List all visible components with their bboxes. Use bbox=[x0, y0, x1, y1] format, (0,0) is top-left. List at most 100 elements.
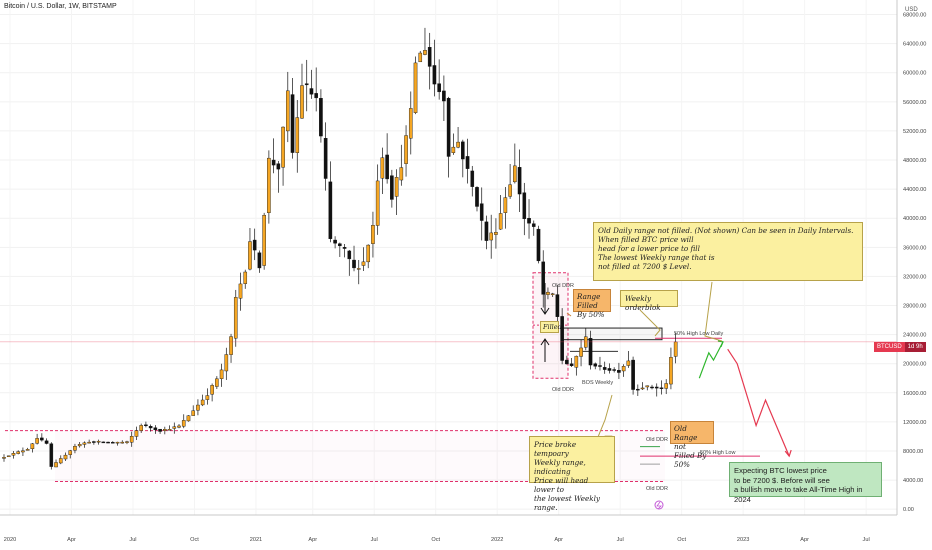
note-pointer bbox=[597, 394, 613, 438]
candle-body bbox=[106, 441, 110, 444]
candle-body bbox=[77, 444, 82, 447]
candle-body bbox=[456, 141, 460, 148]
old-ddr-label: Old DDR bbox=[552, 283, 575, 289]
range-filled-note[interactable]: Range Filled By 50% bbox=[573, 289, 611, 319]
candle-body bbox=[602, 367, 607, 370]
candle-body bbox=[40, 437, 44, 441]
candles bbox=[2, 27, 678, 470]
candle-body bbox=[68, 450, 73, 455]
candle-body bbox=[243, 271, 248, 284]
candle-body bbox=[513, 165, 517, 183]
candle-body bbox=[461, 141, 465, 160]
filled-note[interactable]: Filled bbox=[540, 321, 562, 333]
lightning-icon bbox=[656, 501, 662, 510]
candle-body bbox=[148, 426, 153, 429]
candle-body bbox=[437, 83, 441, 93]
old-ddr-label: Old DDR bbox=[552, 387, 575, 393]
candle-body bbox=[153, 427, 158, 431]
candle-body bbox=[484, 221, 489, 241]
candle-body bbox=[110, 442, 115, 444]
time-tick-label: Oct bbox=[677, 537, 686, 543]
candle-body bbox=[555, 294, 560, 317]
candle-body bbox=[92, 441, 96, 443]
candle-body bbox=[96, 440, 101, 443]
candle-body bbox=[418, 52, 423, 63]
candle-body bbox=[659, 387, 664, 389]
candle-body bbox=[101, 441, 106, 444]
candle-body bbox=[470, 170, 475, 187]
currency-label: USD bbox=[905, 7, 918, 13]
note-line: Weekly range, indicating bbox=[534, 458, 586, 476]
candle-body bbox=[375, 180, 380, 226]
candle-body bbox=[423, 50, 427, 55]
time-tick-label: Jul bbox=[617, 537, 624, 543]
note-pointer bbox=[566, 312, 572, 317]
price-tick-label: 20000.00 bbox=[903, 362, 926, 368]
candle-body bbox=[35, 438, 39, 444]
candle-body bbox=[309, 88, 314, 95]
candle-body bbox=[427, 47, 432, 67]
candle-body bbox=[536, 228, 541, 262]
old-ddr-label: Old DDR bbox=[646, 486, 669, 492]
candle-body bbox=[205, 395, 210, 400]
candle-body bbox=[432, 65, 437, 85]
price-broke-note[interactable]: Price broke tempoary Weekly range, indic… bbox=[529, 436, 615, 512]
bullish-projection-path bbox=[698, 341, 724, 379]
note-line: Old Range not bbox=[674, 424, 698, 451]
candle-body bbox=[257, 252, 262, 269]
time-tick-label: Jul bbox=[371, 537, 378, 543]
candle-body bbox=[11, 453, 16, 456]
candle-body bbox=[541, 261, 546, 295]
time-tick-label: Apr bbox=[554, 537, 563, 543]
candle-body bbox=[323, 138, 328, 179]
old-range-not-filled-note[interactable]: Old Range not Filled By 50% bbox=[670, 421, 714, 469]
candle-body bbox=[338, 243, 342, 247]
candle-body bbox=[229, 336, 233, 355]
candle-body bbox=[451, 146, 456, 153]
note-line: Weekly orderblok bbox=[625, 294, 661, 312]
candle-body bbox=[607, 368, 612, 371]
price-tick-label: 16000.00 bbox=[903, 391, 926, 397]
candle-body bbox=[25, 449, 30, 451]
weekly-orderblock-box bbox=[561, 327, 663, 341]
candle-body bbox=[252, 239, 257, 251]
price-tick-label: 40000.00 bbox=[903, 216, 926, 222]
candle-body bbox=[49, 443, 54, 467]
candle-body bbox=[248, 241, 252, 270]
candle-body bbox=[186, 415, 191, 422]
candle-body bbox=[664, 383, 668, 389]
candle-body bbox=[262, 214, 266, 266]
expecting-note[interactable]: Expecting BTC lowest price to be 7200 $.… bbox=[729, 462, 882, 504]
bar-countdown: 1d 9h bbox=[904, 342, 926, 352]
chart-title: Bitcoin / U.S. Dollar, 1W, BITSTAMP bbox=[4, 3, 117, 10]
note-line: Filled By 50% bbox=[674, 451, 707, 469]
note-line: Expecting BTC lowest price bbox=[734, 466, 827, 475]
weekly-orderblok-note[interactable]: Weekly orderblok bbox=[620, 290, 678, 312]
candle-body bbox=[522, 192, 527, 220]
candle-body bbox=[54, 462, 58, 468]
candle-body bbox=[626, 360, 631, 366]
candle-body bbox=[356, 268, 361, 270]
candle-body bbox=[177, 425, 181, 428]
candle-body bbox=[408, 108, 413, 139]
note-line: Price will head lower to bbox=[534, 476, 589, 494]
price-tick-label: 32000.00 bbox=[903, 274, 926, 280]
time-tick-label: Oct bbox=[190, 537, 199, 543]
candle-body bbox=[139, 425, 143, 431]
note-line: to be 7200 $. Before will see bbox=[734, 475, 830, 485]
bos-weekly-label: BOS Weekly bbox=[582, 380, 614, 386]
old-daily-range-note[interactable]: Old Daily range not filled. (Not shown) … bbox=[593, 222, 863, 281]
candle-body bbox=[314, 93, 318, 99]
candle-body bbox=[87, 441, 91, 444]
candle-body bbox=[574, 355, 579, 368]
candle-body bbox=[636, 388, 640, 391]
price-tick-label: 64000.00 bbox=[903, 42, 926, 48]
time-axis[interactable]: 2020 Apr Jul Oct 2021 Apr Jul Oct 2022 Apr Jul Oct 2… bbox=[0, 514, 897, 543]
note-pointer bbox=[704, 281, 723, 342]
price-tick-label: 44000.00 bbox=[903, 187, 926, 193]
candle-body bbox=[144, 424, 148, 427]
note-line: the lowest Weekly range. bbox=[534, 494, 600, 512]
candle-body bbox=[125, 441, 129, 443]
